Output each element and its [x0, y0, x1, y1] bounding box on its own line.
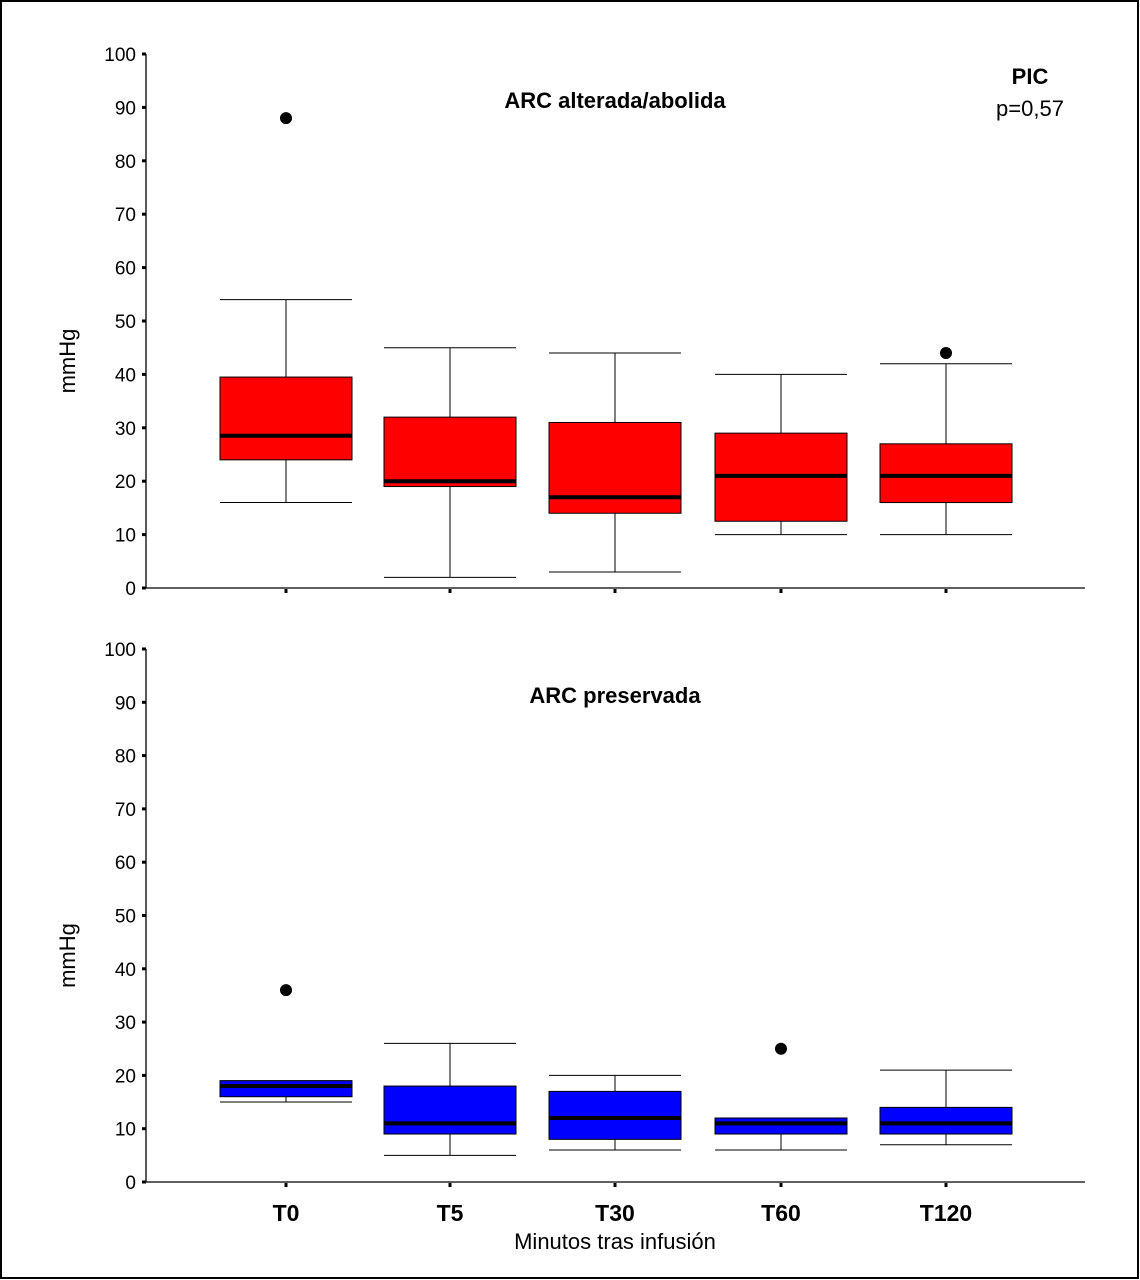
panel-title: ARC preservada	[529, 683, 701, 708]
box-t5	[383, 1042, 517, 1156]
y-tick-label: 40	[115, 365, 136, 386]
box-iqr	[548, 1090, 682, 1140]
y-tick-label: 80	[115, 152, 136, 173]
box-t0	[219, 984, 353, 1103]
y-axis-label: mmHg	[55, 923, 80, 988]
box-t0	[219, 112, 353, 504]
box-t5	[383, 347, 517, 578]
y-tick-label: 100	[104, 45, 136, 66]
box-t60	[714, 1042, 848, 1151]
box-iqr	[219, 376, 353, 461]
y-tick-label: 90	[115, 693, 136, 714]
y-tick-label: 90	[115, 98, 136, 119]
x-tick-label: T5	[437, 1200, 464, 1226]
box-iqr	[383, 1085, 517, 1135]
outlier-point	[775, 1042, 787, 1055]
y-tick-label: 50	[115, 312, 136, 333]
y-tick-label: 70	[115, 205, 136, 226]
box-iqr	[714, 1117, 848, 1135]
box-t60	[714, 373, 848, 536]
y-tick-label: 30	[115, 419, 136, 440]
y-tick-label: 10	[115, 526, 136, 547]
annotation-pvalue: p=0,57	[996, 96, 1064, 121]
y-tick-label: 20	[115, 1066, 136, 1087]
box-t120	[879, 347, 1013, 536]
y-tick-label: 30	[115, 1013, 136, 1034]
y-tick-label: 40	[115, 960, 136, 981]
y-tick-label: 0	[125, 1173, 136, 1194]
y-axis-label: mmHg	[55, 329, 80, 394]
box-iqr	[383, 416, 517, 488]
panel-arc-preservada: 0 10 20 30 40 50 60 70 80 90 100 mmHg ARC preservada…	[55, 640, 1085, 1226]
box-t30	[548, 1074, 682, 1151]
x-tick-label: T60	[761, 1200, 801, 1226]
y-tick-label: 0	[125, 579, 136, 600]
y-tick-label: 80	[115, 747, 136, 768]
y-tick-label: 50	[115, 907, 136, 928]
box-iqr	[879, 443, 1013, 504]
x-axis-label: Minutos tras infusión	[514, 1229, 716, 1254]
outlier-point	[280, 984, 292, 997]
y-tick-label: 20	[115, 472, 136, 493]
x-tick-label: T0	[273, 1200, 300, 1226]
y-tick-label: 10	[115, 1120, 136, 1141]
annotation-title: PIC	[1012, 64, 1049, 89]
panel-title: ARC alterada/abolida	[504, 88, 726, 113]
outlier-point	[940, 347, 952, 360]
y-tick-label: 70	[115, 800, 136, 821]
outlier-point	[280, 112, 292, 125]
y-tick-label: 60	[115, 853, 136, 874]
x-tick-label: T120	[920, 1200, 972, 1226]
x-tick-label: T30	[595, 1200, 635, 1226]
box-iqr	[879, 1106, 1013, 1135]
y-tick-label: 100	[104, 640, 136, 661]
box-t120	[879, 1069, 1013, 1146]
box-iqr	[219, 1080, 353, 1098]
box-t30	[548, 352, 682, 573]
box-iqr	[548, 421, 682, 514]
y-tick-label: 60	[115, 259, 136, 280]
panel-arc-alterada: 0 10 20 30 40 50 60 70 80 90 100 mmHg ARC alterada/a…	[55, 45, 1085, 600]
